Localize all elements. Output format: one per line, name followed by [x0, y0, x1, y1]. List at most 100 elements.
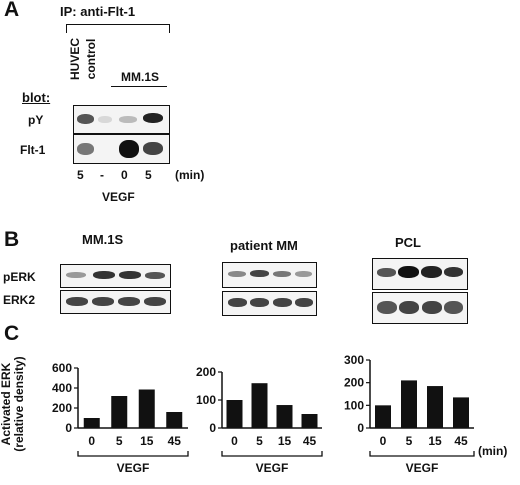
band	[250, 270, 269, 277]
x-tick-label: 5	[256, 434, 263, 448]
band	[118, 297, 140, 306]
band	[422, 301, 442, 314]
mm1s-underline	[111, 86, 167, 87]
x-tick-label: 15	[278, 434, 292, 448]
row-label-erk2: ERK2	[3, 293, 36, 307]
band	[143, 142, 163, 155]
row-label-flt1: Flt-1	[20, 143, 46, 157]
blot-a-py	[73, 105, 170, 134]
bar	[111, 396, 128, 428]
x-tick-label: 45	[454, 434, 468, 448]
band	[398, 266, 419, 278]
x-tick-label: 5	[406, 434, 413, 448]
band	[273, 271, 291, 277]
time-1: -	[100, 168, 104, 182]
y-tick-label: 0	[65, 421, 72, 435]
bar	[138, 389, 155, 428]
y-tick-label: 0	[357, 421, 364, 435]
band	[377, 268, 396, 277]
band	[399, 301, 419, 314]
row-label-perk: pERK	[3, 270, 36, 284]
blot-b-pcl-perk	[372, 258, 468, 290]
x-bracket	[221, 451, 323, 457]
panel-c-letter: C	[4, 322, 20, 345]
y-tick-label: 200	[52, 401, 72, 415]
ip-label: IP: anti-Flt-1	[60, 4, 136, 19]
panel-b-letter: B	[4, 228, 20, 251]
panel-b-title-mm1s: MM.1S	[82, 232, 124, 247]
x-unit: (min)	[478, 444, 508, 458]
time-3: 5	[145, 168, 152, 182]
time-0: 5	[77, 168, 84, 182]
x-tick-label: 15	[428, 434, 442, 448]
band	[119, 116, 137, 123]
x-axis-label: VEGF	[117, 461, 150, 475]
x-tick-label: 0	[231, 434, 238, 448]
x-tick-label: 0	[88, 434, 95, 448]
band	[119, 140, 139, 158]
y-tick-label: 100	[196, 393, 216, 407]
x-bracket	[369, 451, 475, 457]
x-tick-label: 0	[380, 434, 387, 448]
bar	[83, 418, 100, 428]
y-tick-label: 200	[344, 376, 364, 390]
x-tick-label: 15	[140, 434, 154, 448]
blot-a-flt1	[73, 134, 170, 164]
band	[421, 266, 442, 278]
blot-b-patient-perk	[222, 262, 317, 288]
y-tick-label: 200	[196, 365, 216, 379]
bar	[375, 405, 391, 428]
band	[98, 116, 112, 123]
bar	[453, 397, 469, 428]
panel-a-letter: A	[4, 0, 20, 21]
y-tick-label: 600	[52, 361, 72, 375]
bar	[401, 380, 417, 428]
panel-b-title-patient: patient MM	[230, 238, 298, 253]
band	[144, 297, 166, 306]
blot-b-patient-erk2	[222, 291, 317, 316]
band	[444, 267, 463, 277]
band	[119, 271, 141, 279]
band	[145, 272, 165, 279]
row-label-py: pY	[28, 113, 44, 127]
band	[66, 297, 88, 306]
band	[143, 113, 163, 123]
band	[377, 301, 397, 314]
bar	[276, 405, 293, 428]
treatment-label-a: VEGF	[102, 190, 135, 204]
time-2: 0	[121, 168, 128, 182]
band	[77, 114, 94, 124]
mm1s-label: MM.1S	[121, 70, 160, 84]
bar	[166, 412, 183, 428]
blot-b-pcl-erk2	[372, 292, 468, 324]
band	[92, 297, 114, 306]
bar	[251, 383, 268, 428]
x-tick-label: 45	[168, 434, 182, 448]
y-tick-label: 0	[209, 421, 216, 435]
x-axis-label: VEGF	[406, 461, 439, 475]
y-tick-label: 100	[344, 398, 364, 412]
band	[228, 298, 247, 307]
band	[77, 143, 94, 155]
blot-b-mm1s-perk	[60, 264, 171, 288]
panel-b-title-pcl: PCL	[395, 235, 421, 250]
x-tick-label: 45	[303, 434, 317, 448]
time-unit: (min)	[175, 168, 205, 182]
band	[228, 271, 246, 277]
band	[66, 272, 86, 278]
bar	[301, 414, 318, 428]
x-bracket	[77, 451, 189, 457]
band	[295, 271, 312, 277]
ip-bracket	[66, 24, 170, 33]
blot-label: blot:	[22, 90, 51, 105]
band	[93, 271, 115, 279]
x-axis-label: VEGF	[256, 461, 289, 475]
y-tick-label: 400	[52, 381, 72, 395]
bar	[226, 400, 243, 428]
x-tick-label: 5	[116, 434, 123, 448]
band	[250, 298, 269, 307]
band	[295, 298, 313, 307]
y-tick-label: 300	[344, 353, 364, 367]
blot-b-mm1s-erk2	[60, 290, 171, 314]
